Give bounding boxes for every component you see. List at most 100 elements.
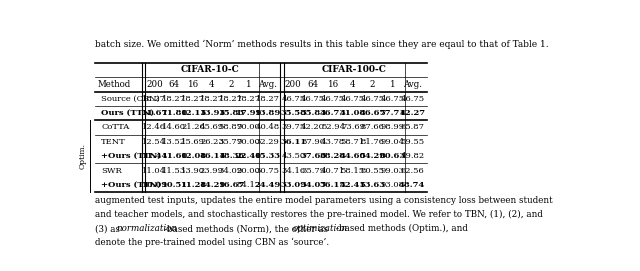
Text: CoTTA: CoTTA <box>101 124 129 131</box>
Text: 52.94: 52.94 <box>321 124 345 131</box>
Text: 40.48: 40.48 <box>255 124 280 131</box>
Text: 1: 1 <box>390 80 396 89</box>
Text: 18.27: 18.27 <box>255 95 280 103</box>
Text: +Ours (TTN): +Ours (TTN) <box>101 181 161 189</box>
Text: 18.27: 18.27 <box>181 95 205 103</box>
Text: 49.82: 49.82 <box>400 152 424 160</box>
Text: 14.60: 14.60 <box>163 124 186 131</box>
Text: 54.29: 54.29 <box>360 152 386 160</box>
Text: Optim.: Optim. <box>79 143 87 169</box>
Text: 87.66: 87.66 <box>361 124 385 131</box>
Text: 58.87: 58.87 <box>219 124 243 131</box>
Text: 46.75: 46.75 <box>321 95 345 103</box>
Text: 81.76: 81.76 <box>361 138 385 146</box>
Text: (3) as: (3) as <box>95 224 123 233</box>
Text: 18.27: 18.27 <box>200 95 224 103</box>
Text: 98.99: 98.99 <box>380 124 404 131</box>
Text: 200: 200 <box>285 80 301 89</box>
Text: 84.12: 84.12 <box>237 181 260 189</box>
Text: -based methods (Optim.), and: -based methods (Optim.), and <box>336 224 468 233</box>
Text: 46.75: 46.75 <box>340 95 365 103</box>
Text: Source (CBN): Source (CBN) <box>101 95 160 103</box>
Text: 38.28: 38.28 <box>320 152 346 160</box>
Text: 48.74: 48.74 <box>399 181 426 189</box>
Text: normalization: normalization <box>116 224 177 233</box>
Text: CIFAR-100-C: CIFAR-100-C <box>321 66 386 75</box>
Text: 40.71: 40.71 <box>321 167 345 175</box>
Text: 11.28: 11.28 <box>180 181 206 189</box>
Text: 11.53: 11.53 <box>162 167 186 175</box>
Text: 41.08: 41.08 <box>340 109 366 117</box>
Text: 13.89: 13.89 <box>254 109 280 117</box>
Text: 24.49: 24.49 <box>254 181 280 189</box>
Text: Ours (TTN): Ours (TTN) <box>101 109 154 117</box>
Text: 46.75: 46.75 <box>360 95 385 103</box>
Text: 36.11: 36.11 <box>280 138 307 146</box>
Text: augmented test inputs, updates the entire model parameters using a consistency l: augmented test inputs, updates the entir… <box>95 196 552 205</box>
Text: 80.63: 80.63 <box>380 152 406 160</box>
Text: 37.60: 37.60 <box>300 152 326 160</box>
Text: TENT: TENT <box>101 138 126 146</box>
Text: 90.00: 90.00 <box>237 138 260 146</box>
Text: 35.84: 35.84 <box>300 109 326 117</box>
Text: 4: 4 <box>209 80 214 89</box>
Text: and teacher models, and stochastically restores the pre-trained model. We refer : and teacher models, and stochastically r… <box>95 210 543 220</box>
Text: 90.00: 90.00 <box>237 167 260 175</box>
Text: 34.07: 34.07 <box>300 181 326 189</box>
Text: 59.55: 59.55 <box>400 138 424 146</box>
Text: 13.93: 13.93 <box>199 109 225 117</box>
Text: 11.04: 11.04 <box>142 167 166 175</box>
Text: batch size. We omitted ‘Norm’ methods results in this table since they are eqaul: batch size. We omitted ‘Norm’ methods re… <box>95 40 548 49</box>
Text: 30.75: 30.75 <box>255 167 280 175</box>
Text: Method: Method <box>97 80 131 89</box>
Text: 15.69: 15.69 <box>181 138 205 146</box>
Text: 46.75: 46.75 <box>380 95 404 103</box>
Text: 21.26: 21.26 <box>181 124 205 131</box>
Text: 15.83: 15.83 <box>218 109 244 117</box>
Text: 18.27: 18.27 <box>237 95 260 103</box>
Text: -based methods (Norm), the other as: -based methods (Norm), the other as <box>164 224 330 233</box>
Text: 18.36: 18.36 <box>218 152 244 160</box>
Text: 80.55: 80.55 <box>361 167 385 175</box>
Text: 42.41: 42.41 <box>340 181 366 189</box>
Text: 64: 64 <box>308 80 319 89</box>
Text: 11.80: 11.80 <box>161 109 188 117</box>
Text: SWR: SWR <box>101 167 122 175</box>
Text: 35.58: 35.58 <box>280 109 307 117</box>
Text: 44.60: 44.60 <box>340 152 366 160</box>
Text: 10.51: 10.51 <box>161 181 188 189</box>
Text: 46.75: 46.75 <box>301 95 325 103</box>
Text: 65.87: 65.87 <box>401 124 424 131</box>
Text: 46.75: 46.75 <box>281 95 305 103</box>
Text: 11.44: 11.44 <box>141 152 168 160</box>
Text: 64: 64 <box>169 80 180 89</box>
Text: 18.27: 18.27 <box>219 95 243 103</box>
Text: 34.16: 34.16 <box>281 167 305 175</box>
Text: 43.78: 43.78 <box>321 138 345 146</box>
Text: 33.09: 33.09 <box>280 181 307 189</box>
Text: 35.79: 35.79 <box>301 167 325 175</box>
Text: 2: 2 <box>228 80 234 89</box>
Text: 42.27: 42.27 <box>399 109 426 117</box>
Text: 13.52: 13.52 <box>163 138 186 146</box>
Text: 18.27: 18.27 <box>163 95 186 103</box>
Text: 16: 16 <box>328 80 339 89</box>
Text: 17.99: 17.99 <box>236 109 262 117</box>
Text: 12.54: 12.54 <box>142 138 166 146</box>
Text: 39.75: 39.75 <box>281 124 305 131</box>
Text: 43.50: 43.50 <box>281 152 305 160</box>
Text: 26.23: 26.23 <box>200 138 224 146</box>
Text: 99.03: 99.03 <box>380 167 404 175</box>
Text: +Ours (TTN): +Ours (TTN) <box>101 152 161 160</box>
Text: 42.20: 42.20 <box>301 124 325 131</box>
Text: Avg.: Avg. <box>403 80 422 89</box>
Text: 58.15: 58.15 <box>340 167 365 175</box>
Text: 58.71: 58.71 <box>340 138 365 146</box>
Text: 57.71: 57.71 <box>380 109 406 117</box>
Text: 37.90: 37.90 <box>301 138 325 146</box>
Text: optimization: optimization <box>293 224 348 233</box>
Text: denote the pre-trained model using CBN as ‘source’.: denote the pre-trained model using CBN a… <box>95 238 329 247</box>
Text: 16: 16 <box>188 80 198 89</box>
Text: 46.75: 46.75 <box>400 95 424 103</box>
Text: 22.40: 22.40 <box>236 152 262 160</box>
